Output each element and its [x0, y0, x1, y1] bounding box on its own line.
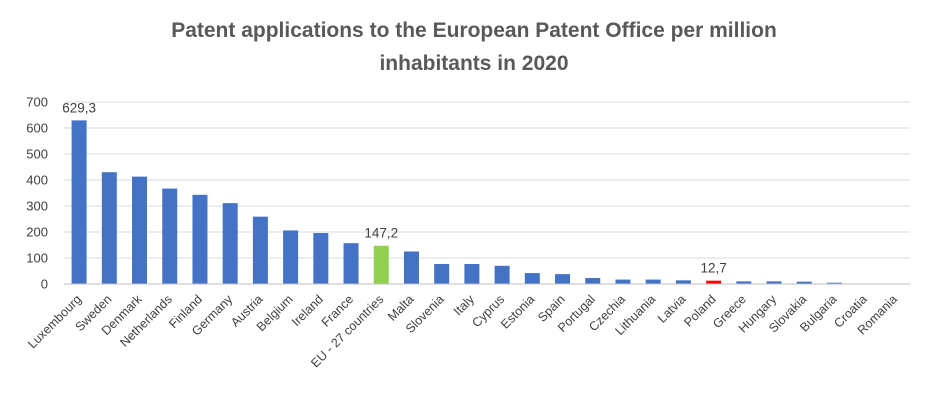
- bars: [71, 120, 842, 284]
- bar: [706, 280, 722, 284]
- bar: [615, 279, 631, 284]
- bar: [464, 263, 480, 284]
- data-label: 147,2: [364, 226, 398, 241]
- bar: [766, 281, 782, 284]
- bar: [313, 233, 329, 284]
- chart-title-line-2: inhabitants in 2020: [379, 52, 569, 75]
- bar: [192, 194, 208, 284]
- bar: [524, 273, 540, 284]
- bar: [555, 274, 571, 284]
- x-tick-label: Estonia: [498, 292, 537, 331]
- y-tick-label: 200: [26, 225, 48, 240]
- bar: [101, 172, 117, 284]
- x-tick-label: Ireland: [289, 292, 326, 329]
- gridlines: [64, 101, 910, 259]
- bar: [675, 280, 691, 284]
- bar: [494, 265, 510, 284]
- y-tick-label: 500: [26, 147, 48, 162]
- bar: [796, 281, 812, 284]
- bar: [162, 188, 178, 284]
- chart-title: Patent applications to the European Pate…: [0, 14, 948, 80]
- bar: [373, 245, 389, 284]
- data-labels: 629,3 147,2 12,7: [62, 100, 727, 275]
- bar: [252, 216, 268, 284]
- y-tick-label: 700: [26, 95, 48, 110]
- bar: [343, 243, 359, 284]
- bar: [222, 203, 238, 284]
- x-axis-categories: LuxembourgSwedenDenmarkNetherlandsFinlan…: [25, 292, 900, 371]
- bar: [736, 281, 752, 284]
- y-tick-label: 0: [41, 277, 48, 292]
- y-tick-label: 100: [26, 251, 48, 266]
- bar: [71, 120, 87, 284]
- bar: [403, 251, 419, 284]
- x-tick-label: Italy: [451, 292, 478, 319]
- bar: [645, 279, 661, 284]
- bar: [585, 278, 601, 284]
- data-label: 629,3: [62, 100, 96, 115]
- y-axis-ticks: 0 100 200 300 400 500 600 700: [26, 95, 48, 292]
- bar: [826, 282, 842, 284]
- chart-title-line-1: Patent applications to the European Pate…: [171, 19, 777, 42]
- data-label: 12,7: [700, 261, 726, 276]
- y-tick-label: 300: [26, 199, 48, 214]
- bar: [283, 230, 299, 284]
- y-tick-label: 600: [26, 121, 48, 136]
- y-tick-label: 400: [26, 173, 48, 188]
- bar: [434, 263, 450, 284]
- bar: [132, 176, 148, 284]
